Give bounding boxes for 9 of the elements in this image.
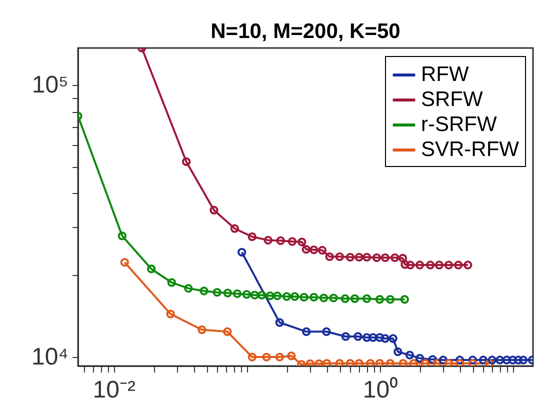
x-tick-label: 10⁻² xyxy=(92,376,136,404)
chart-title: N=10, M=200, K=50 xyxy=(210,20,400,43)
legend-label: SVR-RFW xyxy=(421,138,520,161)
legend-label: RFW xyxy=(421,63,469,86)
x-tick-label: 10⁰ xyxy=(362,376,398,404)
legend-label: SRFW xyxy=(421,88,483,111)
y-tick-label: 10⁵ xyxy=(32,72,68,99)
y-tick-label: 10⁴ xyxy=(31,344,68,371)
legend-label: r-SRFW xyxy=(421,113,497,136)
